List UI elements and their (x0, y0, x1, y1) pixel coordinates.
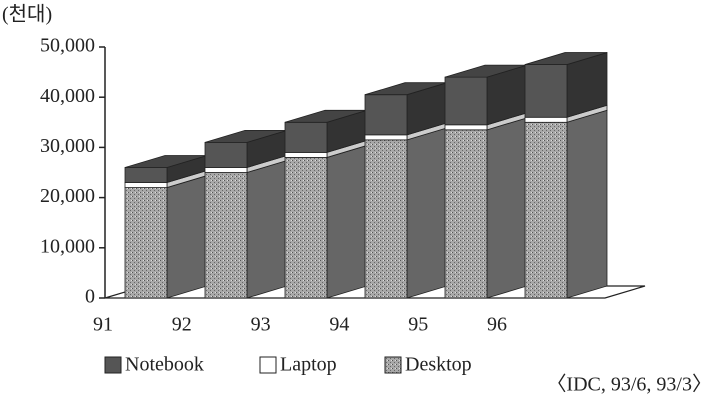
bar (524, 121, 568, 299)
x-tick-label: 96 (487, 314, 507, 336)
legend-swatch (259, 356, 277, 374)
y-tick-label: 50,000 (40, 35, 95, 57)
y-tick-label: 30,000 (40, 135, 95, 157)
bar (204, 141, 248, 168)
bar (284, 152, 328, 158)
bar (124, 182, 168, 188)
legend-label: Desktop (405, 354, 472, 376)
bar (204, 172, 248, 299)
source: 〈IDC, 93/6, 93/3〉 (546, 374, 712, 396)
y-tick-label: 10,000 (40, 235, 95, 257)
bar (284, 121, 328, 153)
x-tick-label: 92 (172, 314, 192, 336)
bar (524, 64, 568, 118)
bar-side (326, 144, 368, 299)
bar (364, 134, 408, 141)
x-tick-label: 95 (408, 314, 428, 336)
bar (364, 139, 408, 299)
legend-swatch (384, 356, 402, 374)
bar-side (246, 159, 288, 299)
bar (284, 157, 328, 299)
x-tick-label: 94 (329, 314, 349, 336)
bar (364, 94, 408, 136)
legend-label: Notebook (125, 354, 204, 376)
bar (124, 167, 168, 183)
x-tick-label: 93 (251, 314, 271, 336)
bar-side (486, 117, 528, 299)
bar (444, 129, 488, 299)
bar (444, 76, 488, 126)
bar-side (406, 127, 448, 299)
bar (124, 187, 168, 299)
legend-swatch (104, 356, 122, 374)
bar (444, 124, 488, 131)
bar-top (524, 52, 608, 65)
bar-side (566, 109, 608, 299)
y-tick-label: 20,000 (40, 185, 95, 207)
legend-label: Laptop (280, 354, 337, 376)
x-tick-label: 91 (93, 314, 113, 336)
y-tick-label: 0 (85, 286, 95, 308)
y-tick-label: 40,000 (40, 85, 95, 107)
bar (524, 116, 568, 123)
bar (204, 167, 248, 173)
bar-side (166, 175, 208, 299)
unit-label: (천대) (2, 3, 52, 26)
